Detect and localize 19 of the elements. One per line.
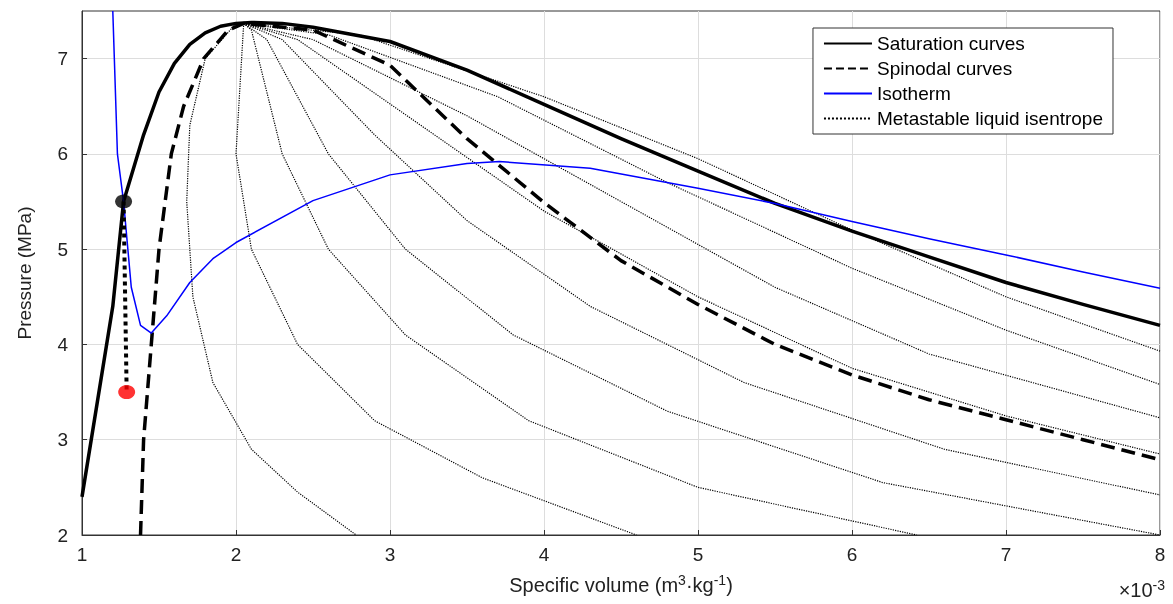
y-axis-title: Pressure (MPa) — [14, 206, 35, 340]
x-tick-label: 7 — [1000, 544, 1012, 565]
x-tick-label: 3 — [384, 544, 396, 565]
y-tick-label: 4 — [57, 333, 69, 355]
x-tick-label: 8 — [1154, 544, 1166, 565]
y-tick-label: 3 — [57, 429, 68, 451]
x-tick-label: 4 — [538, 544, 550, 565]
y-tick-label: 6 — [57, 143, 68, 165]
y-tick-label: 5 — [57, 238, 68, 260]
legend-label: Saturation curves — [876, 33, 1025, 54]
x-tick-label: 2 — [230, 544, 242, 565]
y-tick-label: 2 — [57, 524, 68, 546]
x-tick-label: 5 — [692, 544, 704, 565]
legend-label: Isotherm — [876, 83, 951, 104]
y-tick-label: 7 — [57, 48, 68, 70]
x-tick-label: 6 — [846, 544, 858, 565]
legend-label: Spinodal curves — [876, 58, 1013, 79]
legend-label: Metastable liquid isentrope — [876, 108, 1104, 129]
x-tick-label: 1 — [76, 544, 88, 565]
